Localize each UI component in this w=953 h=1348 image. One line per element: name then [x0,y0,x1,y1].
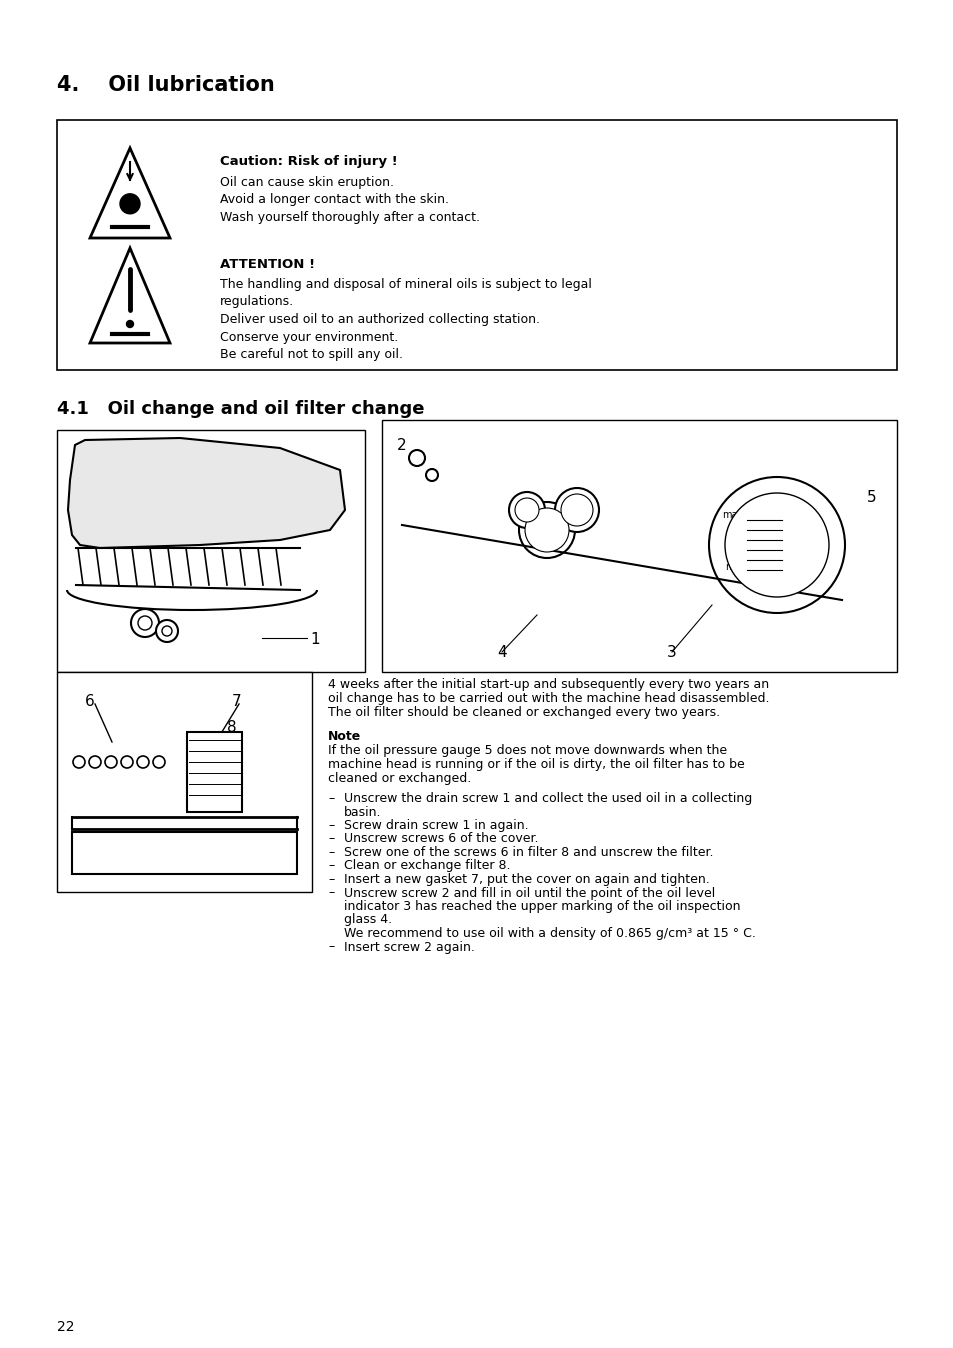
Polygon shape [68,438,345,549]
Circle shape [120,194,140,214]
Bar [57,673,312,892]
Polygon shape [90,148,170,239]
Text: 5: 5 [866,491,876,506]
Text: Oil can cause skin eruption.
Avoid a longer contact with the skin.
Wash yourself: Oil can cause skin eruption. Avoid a lon… [220,177,479,224]
Circle shape [409,450,424,466]
Text: indicator 3 has reached the upper marking of the oil inspection: indicator 3 has reached the upper markin… [344,900,740,913]
Circle shape [73,756,85,768]
Circle shape [724,493,828,597]
Text: Screw one of the screws 6 in filter 8 and unscrew the filter.: Screw one of the screws 6 in filter 8 an… [344,847,713,859]
Text: Unscrew the drain screw 1 and collect the used oil in a collecting: Unscrew the drain screw 1 and collect th… [344,793,752,805]
Circle shape [137,756,149,768]
Circle shape [426,469,437,481]
Text: The oil filter should be cleaned or exchanged every two years.: The oil filter should be cleaned or exch… [328,706,720,718]
Circle shape [121,756,132,768]
Text: –: – [328,860,334,872]
Text: Unscrew screw 2 and fill in oil until the point of the oil level: Unscrew screw 2 and fill in oil until th… [344,887,715,899]
Text: ATTENTION !: ATTENTION ! [220,257,314,271]
Text: –: – [328,820,334,832]
Text: machine head is running or if the oil is dirty, the oil filter has to be: machine head is running or if the oil is… [328,758,744,771]
Text: 8: 8 [227,720,236,735]
Circle shape [560,493,593,526]
Text: 1: 1 [310,632,319,647]
Text: We recommend to use oil with a density of 0.865 g/cm³ at 15 ° C.: We recommend to use oil with a density o… [344,927,755,940]
Text: glass 4.: glass 4. [344,914,392,926]
Text: Note: Note [328,731,361,743]
Bar [57,430,365,673]
Text: –: – [328,847,334,859]
Text: –: – [328,887,334,899]
Bar [381,421,896,673]
Text: –: – [328,793,334,805]
Text: 22: 22 [57,1320,74,1335]
Circle shape [138,616,152,630]
Circle shape [515,497,538,522]
Text: If the oil pressure gauge 5 does not move downwards when the: If the oil pressure gauge 5 does not mov… [328,744,726,758]
Circle shape [131,609,159,638]
Text: Insert screw 2 again.: Insert screw 2 again. [344,941,475,953]
Bar [71,832,296,874]
Text: –: – [328,874,334,886]
Text: Insert a new gasket 7, put the cover on again and tighten.: Insert a new gasket 7, put the cover on … [344,874,709,886]
Text: 6: 6 [85,694,94,709]
Text: 3: 3 [666,644,677,661]
Circle shape [708,477,844,613]
Text: Unscrew screws 6 of the cover.: Unscrew screws 6 of the cover. [344,833,537,845]
Text: basin.: basin. [344,806,381,818]
Circle shape [127,321,133,328]
Circle shape [156,620,178,642]
Text: Screw drain screw 1 in again.: Screw drain screw 1 in again. [344,820,528,832]
Polygon shape [90,248,170,342]
Text: 4.    Oil lubrication: 4. Oil lubrication [57,75,274,94]
Circle shape [162,625,172,636]
Text: 4.1   Oil change and oil filter change: 4.1 Oil change and oil filter change [57,400,424,418]
Circle shape [105,756,117,768]
Circle shape [509,492,544,528]
Text: Caution: Risk of injury !: Caution: Risk of injury ! [220,155,397,168]
Bar [187,732,242,811]
Text: cleaned or exchanged.: cleaned or exchanged. [328,772,471,785]
Bar [57,120,896,369]
Text: 4 weeks after the initial start-up and subsequently every two years an: 4 weeks after the initial start-up and s… [328,678,768,692]
Text: The handling and disposal of mineral oils is subject to legal
regulations.
Deliv: The handling and disposal of mineral oil… [220,278,591,361]
Text: –: – [328,941,334,953]
Text: 7: 7 [232,694,241,709]
Circle shape [518,501,575,558]
Text: –: – [328,833,334,845]
Text: 4: 4 [497,644,506,661]
Circle shape [89,756,101,768]
Circle shape [152,756,165,768]
Text: 2: 2 [396,438,406,453]
Text: Clean or exchange filter 8.: Clean or exchange filter 8. [344,860,510,872]
Text: max: max [721,510,742,520]
Circle shape [524,508,568,551]
Text: min: min [724,562,742,572]
Text: oil change has to be carried out with the machine head disassembled.: oil change has to be carried out with th… [328,692,769,705]
Circle shape [555,488,598,532]
